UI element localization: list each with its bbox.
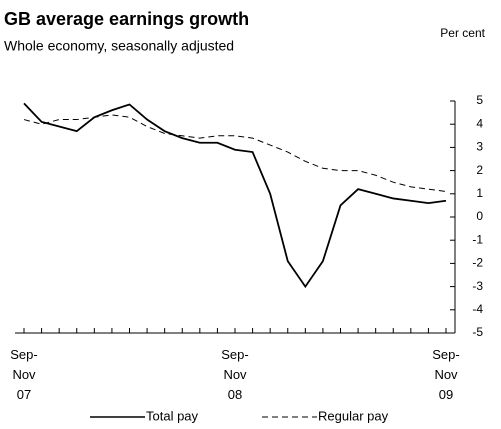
y-tick-label: 0 [476,209,483,223]
y-tick-label: -2 [472,256,483,270]
y-tick-label: -3 [472,279,483,293]
y-tick-label: 4 [476,116,483,130]
y-tick-label: -5 [472,325,483,339]
chart-title: GB average earnings growth [4,9,249,29]
y-tick-label: 1 [476,186,483,200]
x-tick-label: Sep- Nov 07 [10,347,38,402]
legend-label: Total pay [146,408,199,423]
y-axis-label: Per cent [440,26,485,40]
y-tick-label: -4 [472,302,483,316]
y-tick-label: -1 [472,232,483,246]
legend-label: Regular pay [318,408,389,423]
line-series [23,114,447,192]
chart-subtitle: Whole economy, seasonally adjusted [4,38,234,54]
x-tick-label: Sep- Nov 08 [221,347,249,402]
y-tick-label: 5 [476,93,483,107]
y-tick-label: 3 [476,140,483,154]
line-series [23,102,447,289]
y-tick-label: 2 [476,163,483,177]
x-tick-label: Sep- Nov 09 [432,347,460,402]
